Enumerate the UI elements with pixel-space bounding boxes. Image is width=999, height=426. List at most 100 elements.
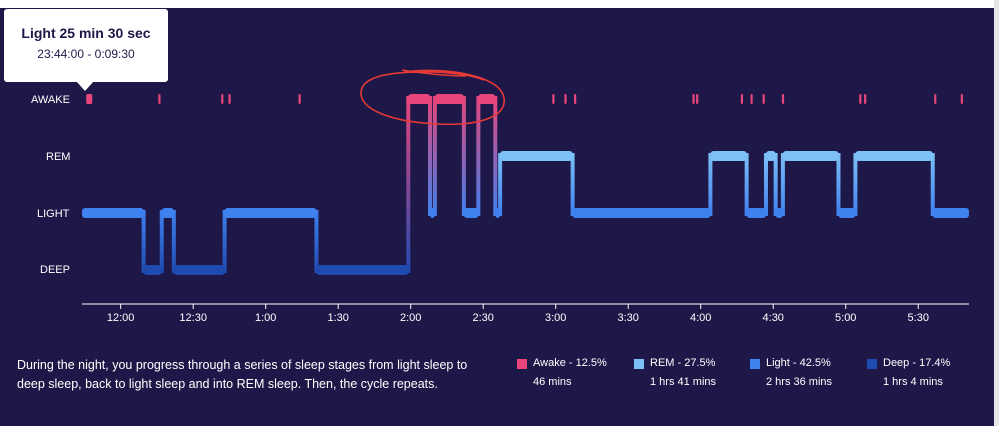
stage-transition bbox=[314, 210, 319, 273]
x-tick-label: 12:30 bbox=[179, 312, 207, 324]
segment-light[interactable] bbox=[746, 208, 766, 218]
x-tick-label: 2:00 bbox=[400, 312, 421, 324]
stage-transition bbox=[763, 153, 768, 216]
stage-transition bbox=[853, 153, 858, 216]
tooltip: Light 25 min 30 sec 23:44:00 - 0:09:30 bbox=[4, 9, 168, 91]
segment-awake[interactable] bbox=[434, 94, 464, 104]
awake-blip bbox=[740, 94, 744, 104]
legend-deep-label: Deep - 17.4% bbox=[883, 357, 951, 369]
segment-deep[interactable] bbox=[143, 265, 162, 275]
legend-deep-duration: 1 hrs 4 mins bbox=[883, 376, 943, 388]
stage-transition bbox=[493, 96, 498, 216]
awake-blip bbox=[221, 94, 224, 104]
stage-transition bbox=[708, 153, 713, 216]
segment-rem[interactable] bbox=[765, 151, 776, 161]
stage-transition bbox=[171, 210, 176, 273]
awake-blip bbox=[564, 94, 567, 104]
segment-awake[interactable] bbox=[408, 94, 431, 104]
x-tick-label: 2:30 bbox=[472, 312, 493, 324]
stage-transition bbox=[428, 96, 433, 216]
y-label-rem: REM bbox=[46, 151, 70, 163]
segment-rem[interactable] bbox=[855, 151, 933, 161]
segment-light[interactable] bbox=[463, 208, 479, 218]
legend-rem-swatch bbox=[634, 359, 644, 369]
legend-rem-duration: 1 hrs 41 mins bbox=[650, 376, 717, 388]
x-tick-label: 1:00 bbox=[255, 312, 276, 324]
legend-awake-label: Awake - 12.5% bbox=[533, 357, 607, 369]
stage-transition bbox=[432, 96, 437, 216]
stage-transition bbox=[406, 96, 411, 273]
plot-area bbox=[82, 94, 969, 275]
stage-transition bbox=[476, 96, 481, 216]
awake-blip bbox=[762, 94, 765, 104]
awake-blip bbox=[298, 94, 301, 104]
stage-transition bbox=[222, 210, 227, 273]
segment-light[interactable] bbox=[495, 208, 501, 218]
x-axis-ticks: 12:00 12:30 1:00 1:30 2:00 2:30 3:00 3:30 4:00 4:… bbox=[107, 304, 929, 324]
awake-blips bbox=[86, 94, 963, 104]
segment-awake[interactable] bbox=[478, 94, 496, 104]
y-label-awake: AWAKE bbox=[31, 94, 70, 106]
x-tick-label: 3:30 bbox=[618, 312, 639, 324]
x-tick-label: 12:00 bbox=[107, 312, 135, 324]
segment-light[interactable] bbox=[838, 208, 856, 218]
tooltip-arrow bbox=[76, 81, 94, 91]
stage-transition bbox=[498, 153, 503, 216]
x-tick-label: 4:30 bbox=[763, 312, 784, 324]
legend-light-swatch bbox=[750, 359, 760, 369]
legend-light-duration: 2 hrs 36 mins bbox=[766, 376, 833, 388]
annotation-circle bbox=[360, 69, 505, 126]
awake-blip bbox=[696, 94, 699, 104]
segment-rem[interactable] bbox=[710, 151, 747, 161]
segment-light[interactable] bbox=[224, 208, 317, 218]
y-label-deep: DEEP bbox=[40, 264, 70, 276]
legend-rem-label: REM - 27.5% bbox=[650, 357, 716, 369]
stage-transition bbox=[461, 96, 466, 216]
segment-deep[interactable] bbox=[173, 265, 225, 275]
x-tick-label: 5:30 bbox=[908, 312, 929, 324]
segment-light[interactable] bbox=[82, 208, 144, 218]
y-label-light: LIGHT bbox=[37, 208, 70, 220]
stage-transition bbox=[780, 153, 785, 216]
x-tick-label: 3:00 bbox=[545, 312, 566, 324]
segment-rem[interactable] bbox=[500, 151, 573, 161]
legend-deep-swatch bbox=[867, 359, 877, 369]
segment-light[interactable] bbox=[161, 208, 174, 218]
awake-blip bbox=[781, 94, 785, 104]
awake-blip bbox=[574, 94, 577, 104]
stage-transition bbox=[836, 153, 841, 216]
awake-blip bbox=[86, 94, 93, 104]
x-tick-label: 4:00 bbox=[690, 312, 711, 324]
segment-light[interactable] bbox=[572, 208, 711, 218]
awake-blip bbox=[864, 94, 867, 104]
legend-awake-swatch bbox=[517, 359, 527, 369]
awake-blip bbox=[960, 94, 963, 104]
segment-deep[interactable] bbox=[316, 265, 409, 275]
stage-transition bbox=[570, 153, 575, 216]
segment-light[interactable] bbox=[932, 208, 969, 218]
awake-blip bbox=[692, 94, 695, 104]
stage-transition bbox=[773, 153, 778, 216]
awake-blip bbox=[552, 94, 555, 104]
awake-blip bbox=[158, 94, 161, 104]
x-tick-label: 1:30 bbox=[327, 312, 348, 324]
stage-transition bbox=[159, 210, 164, 273]
legend-awake-duration: 46 mins bbox=[533, 376, 572, 388]
stage-transition bbox=[930, 153, 935, 216]
x-tick-label: 5:00 bbox=[835, 312, 856, 324]
tooltip-time-range: 23:44:00 - 0:09:30 bbox=[37, 47, 135, 61]
window-edge bbox=[994, 0, 999, 426]
description-text: During the night, you progress through a… bbox=[17, 358, 468, 391]
awake-blip bbox=[934, 94, 937, 104]
legend-light-label: Light - 42.5% bbox=[766, 357, 831, 369]
awake-blip bbox=[228, 94, 231, 104]
awake-blip bbox=[859, 94, 862, 104]
segment-light[interactable] bbox=[775, 208, 783, 218]
stage-transition bbox=[141, 210, 146, 273]
tooltip-title: Light 25 min 30 sec bbox=[21, 25, 151, 41]
stage-transition bbox=[744, 153, 749, 216]
segment-light[interactable] bbox=[430, 208, 435, 218]
segment-rem[interactable] bbox=[782, 151, 839, 161]
awake-blip bbox=[750, 94, 753, 104]
